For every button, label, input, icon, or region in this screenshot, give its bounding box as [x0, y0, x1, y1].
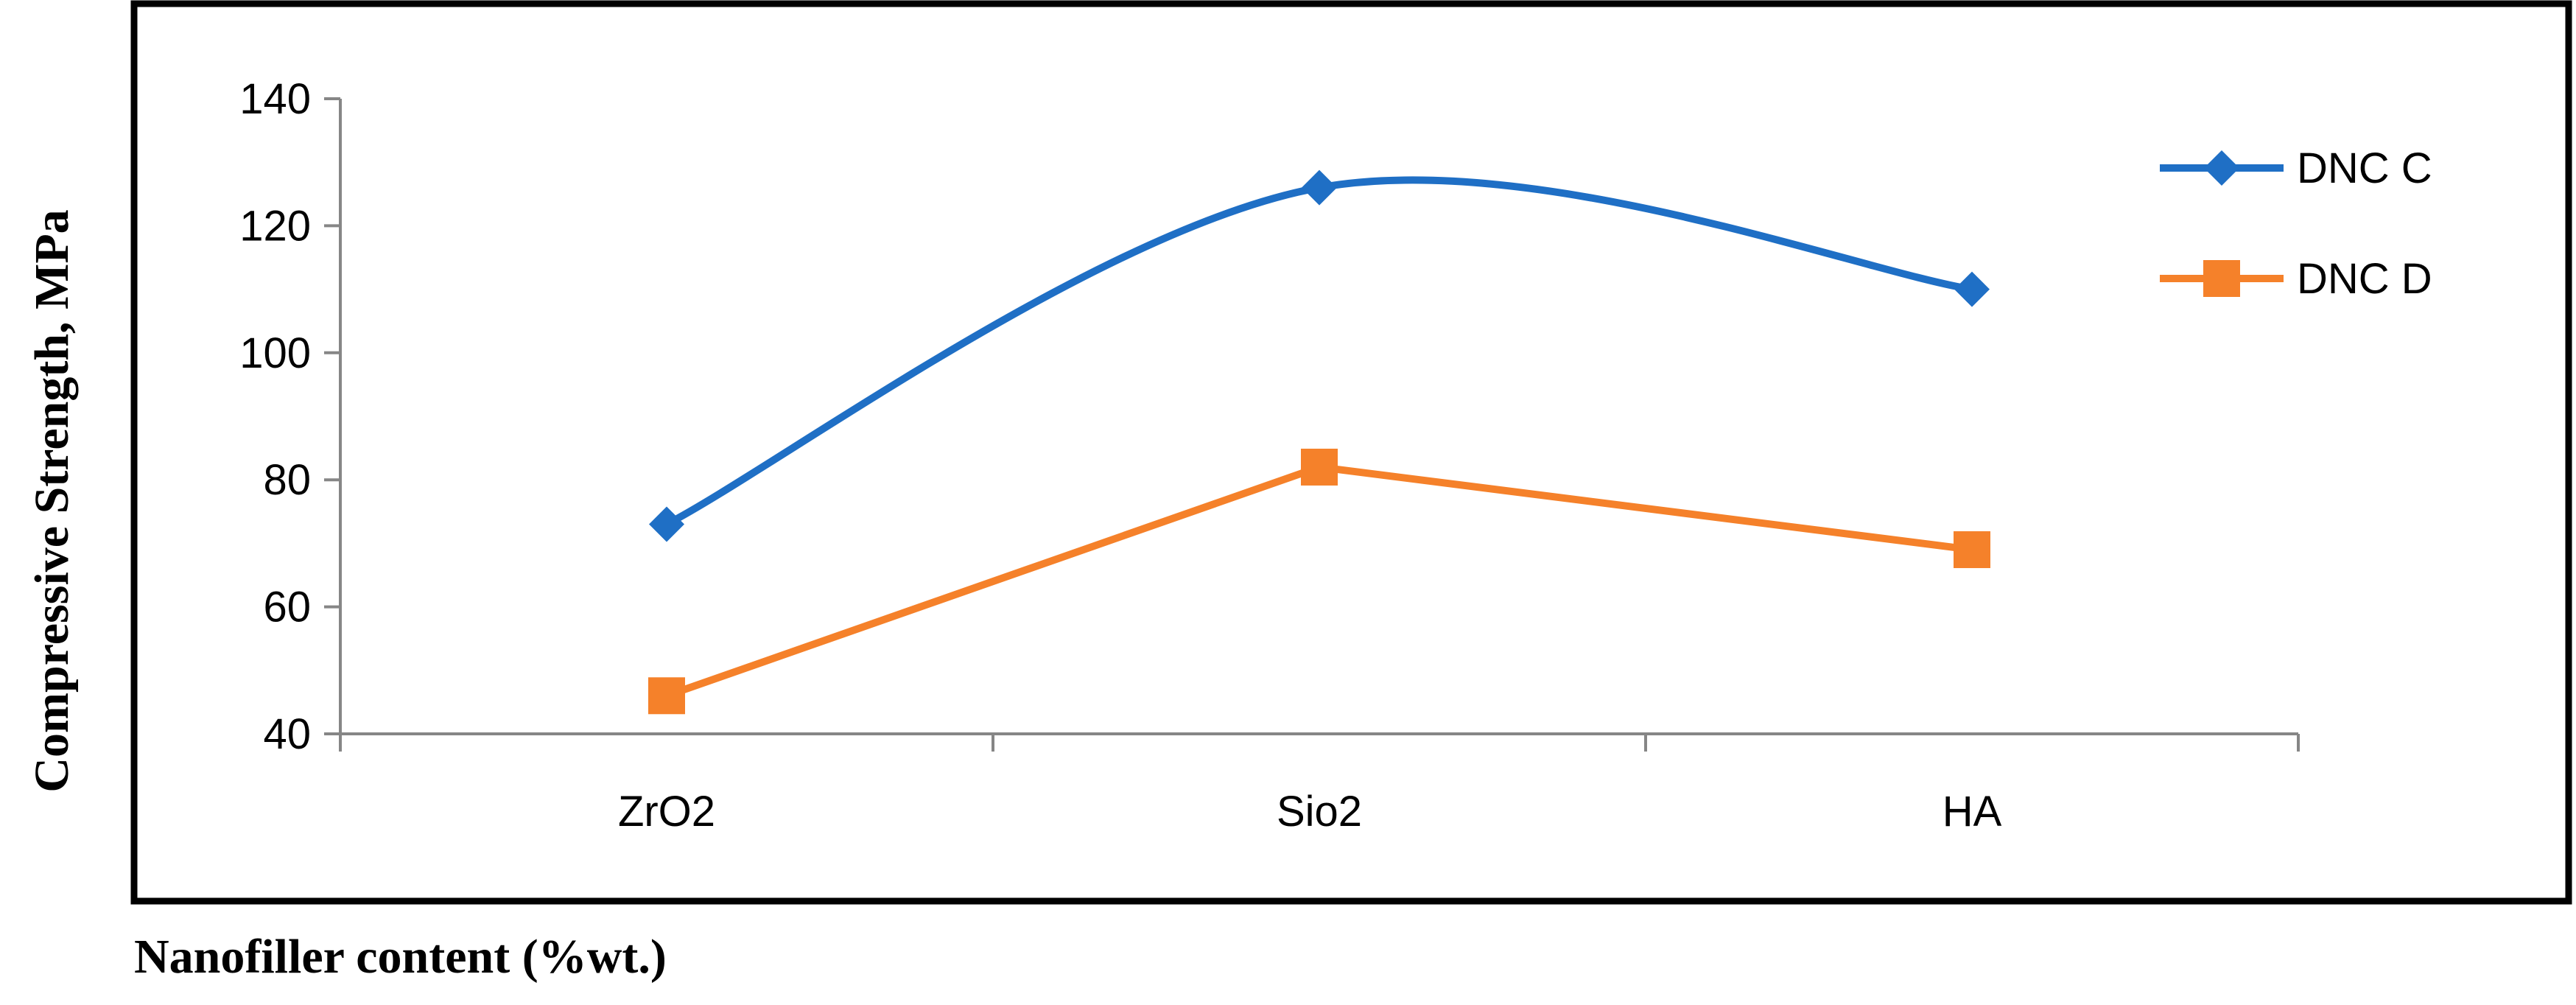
- data-point-dnc-d: [1301, 448, 1338, 486]
- legend-label-dnc-d: DNC D: [2297, 255, 2432, 303]
- x-tick-label: Sio2: [1277, 788, 1362, 836]
- y-tick-label: 40: [263, 710, 311, 758]
- y-tick-label: 80: [263, 456, 311, 504]
- y-axis-title: Compressive Strength, MPa: [25, 209, 79, 792]
- axes: 40 60 80 100 120 140 ZrO2 Sio2 HA: [239, 75, 2300, 836]
- y-tick-label: 140: [239, 75, 311, 123]
- series-layer: [648, 169, 1990, 715]
- legend-marker-dnc-d: [2203, 260, 2240, 297]
- y-tick-label: 60: [263, 584, 311, 631]
- legend-label-dnc-c: DNC C: [2297, 144, 2432, 192]
- x-tick-label: ZrO2: [618, 788, 715, 836]
- legend: DNC C DNC D: [2160, 144, 2432, 303]
- y-tick-label: 100: [239, 329, 311, 377]
- data-point-dnc-d: [1954, 531, 1990, 569]
- data-point-dnc-c: [1302, 169, 1337, 206]
- x-axis-title: Nanofiller content (%wt.): [134, 930, 667, 984]
- data-point-dnc-c: [1954, 271, 1990, 307]
- legend-marker-dnc-c: [2204, 150, 2239, 186]
- chart-frame: [130, 0, 2572, 905]
- x-tick-label: HA: [1942, 788, 2002, 836]
- data-point-dnc-d: [648, 677, 685, 715]
- y-tick-label: 120: [239, 202, 311, 250]
- data-point-dnc-c: [649, 506, 684, 542]
